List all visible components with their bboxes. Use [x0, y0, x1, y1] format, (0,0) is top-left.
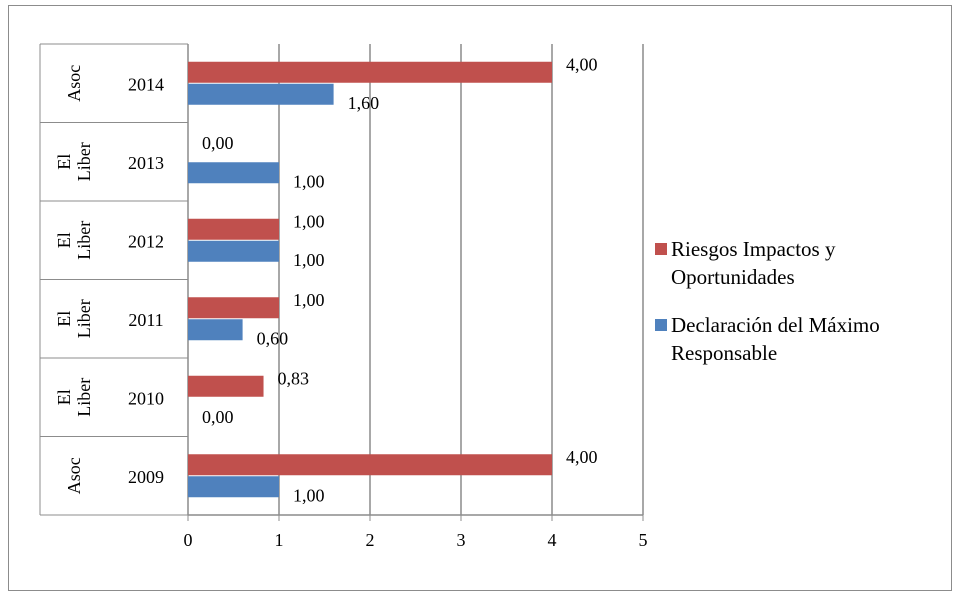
data-label: 0,83: [278, 368, 310, 388]
x-tick-label: 3: [457, 530, 466, 550]
category-group-text: Asoc: [64, 65, 84, 102]
category-group-label: Asoc: [64, 457, 84, 494]
legend-line: Riesgos Impactos y: [671, 237, 836, 261]
bar-declaracion: [188, 83, 334, 105]
x-tick-label: 1: [275, 530, 284, 550]
data-label: 4,00: [566, 447, 598, 467]
bar-declaracion: [188, 476, 279, 498]
legend-line: Responsable: [671, 341, 777, 365]
data-label: 1,60: [348, 93, 380, 113]
legend: Riesgos Impactos y Oportunidades Declaraci…: [655, 237, 880, 365]
bar-riesgos: [188, 375, 264, 397]
data-label: 1,00: [293, 250, 325, 270]
category-axis: 2014Asoc2013ElLiber2012ElLiber2011ElLibe…: [39, 43, 643, 516]
category-group-word: El: [54, 232, 74, 248]
category-group-word: El: [54, 311, 74, 327]
legend-swatch: [655, 319, 667, 331]
bar-declaracion: [188, 240, 279, 262]
category-group-label: Asoc: [64, 65, 84, 102]
category-group-label: ElLiber: [54, 142, 94, 181]
bars: [188, 61, 552, 498]
data-label: 4,00: [566, 54, 598, 74]
category-group-word: Liber: [74, 378, 94, 417]
bar-riesgos: [188, 61, 552, 83]
legend-swatch: [655, 243, 667, 255]
bar-declaracion: [188, 162, 279, 184]
legend-entry: Riesgos Impactos y Oportunidades: [671, 237, 836, 289]
data-label: 1,00: [293, 171, 325, 191]
category-group-label: ElLiber: [54, 221, 94, 260]
data-label: 0,60: [257, 328, 289, 348]
x-tick-label: 0: [184, 530, 193, 550]
bar-declaracion: [188, 319, 243, 341]
category-group-text: ElLiber: [54, 142, 94, 181]
data-labels: 4,001,600,001,001,001,001,000,600,830,00…: [202, 54, 598, 505]
category-year-label: 2010: [128, 388, 164, 408]
category-group-word: Liber: [74, 299, 94, 338]
category-year-label: 2009: [128, 467, 164, 487]
category-group-word: El: [54, 154, 74, 170]
category-group-text: ElLiber: [54, 378, 94, 417]
category-year-label: 2014: [128, 74, 164, 94]
bar-riesgos: [188, 297, 279, 319]
category-group-label: ElLiber: [54, 378, 94, 417]
gridlines: [278, 44, 644, 515]
legend-entry: Declaración del Máximo Responsable: [671, 313, 880, 365]
x-tick-label: 2: [366, 530, 375, 550]
category-year-label: 2012: [128, 231, 164, 251]
data-label: 1,00: [293, 211, 325, 231]
data-label: 1,00: [293, 290, 325, 310]
category-group-text: ElLiber: [54, 221, 94, 260]
data-label: 0,00: [202, 407, 234, 427]
legend-line: Oportunidades: [671, 265, 795, 289]
chart-border: [8, 5, 952, 591]
x-axis-ticks: 0 1 2 3 4 5: [184, 515, 648, 550]
category-group-text: ElLiber: [54, 299, 94, 338]
x-tick-label: 5: [639, 530, 648, 550]
category-group-word: El: [54, 389, 74, 405]
bar-riesgos: [188, 454, 552, 476]
category-group-word: Liber: [74, 142, 94, 181]
category-group-text: Asoc: [64, 457, 84, 494]
x-tick-label: 4: [548, 530, 557, 550]
legend-line: Declaración del Máximo: [671, 313, 880, 337]
category-year-label: 2013: [128, 153, 164, 173]
category-group-word: Liber: [74, 221, 94, 260]
category-year-label: 2011: [128, 310, 163, 330]
category-group-label: ElLiber: [54, 299, 94, 338]
data-label: 0,00: [202, 133, 234, 153]
category-group-word: Asoc: [64, 65, 84, 102]
data-label: 1,00: [293, 485, 325, 505]
bar-riesgos: [188, 218, 279, 240]
category-group-word: Asoc: [64, 457, 84, 494]
